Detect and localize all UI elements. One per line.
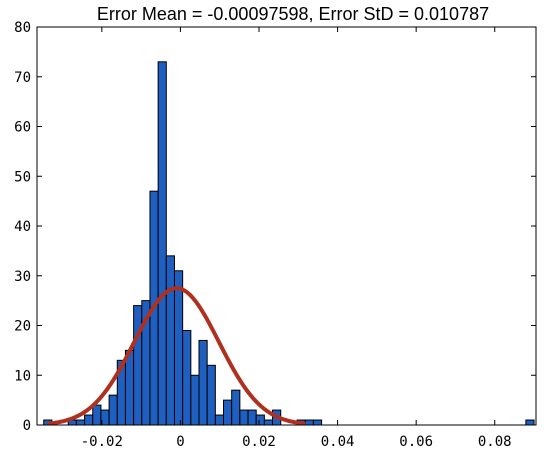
histogram-bar bbox=[525, 419, 535, 426]
histogram-bar bbox=[84, 414, 94, 426]
histogram-bar bbox=[223, 399, 233, 426]
x-tick-label: 0 bbox=[176, 434, 184, 450]
histogram-bar bbox=[173, 270, 184, 426]
histogram-bar bbox=[165, 255, 175, 426]
histogram-bar bbox=[247, 409, 257, 426]
y-tick-label: 0 bbox=[23, 418, 31, 434]
x-tick-label: 0.06 bbox=[399, 434, 433, 450]
histogram-bar bbox=[182, 329, 192, 426]
histogram-bar bbox=[108, 394, 118, 426]
histogram-bars bbox=[43, 61, 535, 426]
y-tick-label: 60 bbox=[14, 120, 31, 136]
histogram-bar bbox=[304, 419, 314, 426]
y-tick-label: 20 bbox=[14, 319, 31, 335]
x-tick-label: 0.02 bbox=[242, 434, 276, 450]
histogram-bar bbox=[198, 339, 208, 426]
histogram-bar bbox=[133, 305, 143, 426]
histogram-bar bbox=[75, 419, 86, 426]
y-tick-label: 10 bbox=[14, 368, 31, 384]
histogram-bar bbox=[231, 389, 241, 426]
x-tick-label: 0.04 bbox=[321, 434, 355, 450]
histogram-bar bbox=[214, 414, 225, 426]
histogram-bar bbox=[157, 61, 167, 426]
histogram-bar bbox=[124, 349, 135, 426]
histogram-bar bbox=[255, 414, 265, 426]
y-tick-label: 30 bbox=[14, 269, 31, 285]
fit-curve-layer bbox=[47, 286, 306, 426]
histogram-bar bbox=[263, 419, 274, 426]
chart-title: Error Mean = -0.00097598, Error StD = 0.… bbox=[97, 4, 489, 24]
histogram-bar bbox=[206, 364, 216, 426]
histogram-bar bbox=[239, 409, 249, 426]
x-tick-label: 0.08 bbox=[478, 434, 512, 450]
axes-box bbox=[36, 26, 537, 426]
y-tick-label: 80 bbox=[14, 20, 31, 36]
axis-ticks: -0.02 0 0.02 0.04 0.06 0.08 0 10 20 30 40 50 60 70 80 bbox=[14, 20, 536, 450]
histogram-bar bbox=[92, 404, 102, 426]
y-tick-label: 40 bbox=[14, 219, 31, 235]
x-tick-label: -0.02 bbox=[81, 434, 123, 450]
histogram-bar bbox=[312, 419, 323, 426]
normal-fit-line bbox=[47, 286, 306, 426]
y-tick-label: 50 bbox=[14, 169, 31, 185]
y-tick-label: 70 bbox=[14, 70, 31, 86]
histogram-bar bbox=[190, 374, 200, 426]
